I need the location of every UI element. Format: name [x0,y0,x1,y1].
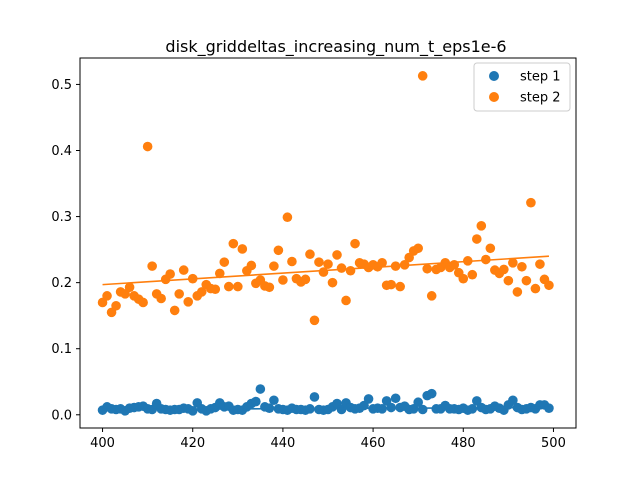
point-series-2-95 [526,197,536,208]
point-series-2-82 [467,269,478,280]
axes-layer: 400 420 440 460 480 500 0.0 0.1 0.2 0.3 0.4 0.5 [51,57,577,451]
point-series-2-51 [327,277,338,288]
point-series-2-54 [341,295,351,306]
series-2 [97,71,554,326]
point-series-2-45 [300,274,311,285]
point-series-2-46 [305,249,315,260]
point-series-2-37 [264,282,275,293]
point-series-2-71 [417,71,428,81]
point-series-2-25 [210,284,221,295]
y-tick-label-1: 0.1 [51,342,72,357]
point-series-2-41 [282,212,293,223]
point-series-2-18 [178,265,189,275]
point-series-2-70 [413,243,423,254]
y-tick-label-4: 0.4 [51,144,72,159]
y-tick-label-2: 0.2 [51,276,72,291]
point-series-1-47 [309,392,320,402]
point-series-2-92 [512,287,523,297]
point-series-2-40 [278,275,288,285]
point-series-2-42 [287,256,297,267]
point-series-2-84 [476,221,487,231]
point-series-2-9 [138,297,148,308]
legend-label-step-1: step 1 [520,70,561,85]
point-series-2-62 [377,258,387,268]
point-series-1-35 [255,384,266,394]
point-series-2-39 [273,245,284,256]
series-layer [97,71,554,416]
point-series-2-93 [517,261,527,272]
point-series-2-53 [336,263,347,273]
legend-label-step-2: step 2 [520,91,561,106]
point-series-2-16 [169,305,180,316]
point-series-2-50 [323,259,333,269]
x-tick-label-3: 460 [361,436,386,451]
point-series-2-3 [111,300,121,311]
point-series-2-80 [458,273,469,284]
point-series-2-11 [147,261,157,271]
point-series-1-70 [413,397,423,408]
point-series-2-52 [332,250,342,260]
point-series-2-6 [124,282,135,293]
point-series-1-99 [544,403,554,413]
point-series-2-94 [521,275,532,286]
legend-marker-step-1 [489,71,499,81]
point-series-2-72 [422,263,433,274]
point-series-2-28 [224,281,234,292]
x-tick-label-0: 400 [90,436,115,451]
point-series-2-99 [544,280,554,291]
point-series-1-59 [363,394,374,404]
point-series-2-73 [426,291,437,301]
legend-marker-step-2 [489,92,499,102]
point-series-2-13 [156,293,166,304]
trend-line-series-1 [102,406,549,411]
point-series-2-30 [233,281,243,292]
point-series-2-22 [196,287,207,297]
point-series-2-15 [165,269,175,279]
point-series-2-96 [530,283,541,294]
x-tick-label-2: 440 [270,436,295,451]
point-series-1-71 [417,404,428,415]
legend: step 1 step 2 [473,62,571,112]
x-tick-label-4: 480 [451,436,476,451]
point-series-2-38 [269,261,279,271]
x-tick-label-1: 420 [180,436,205,451]
point-series-1-82 [467,404,478,414]
point-series-1-65 [390,393,401,404]
trend-line-series-2 [102,255,549,286]
point-series-2-97 [535,259,545,269]
y-tick-label-3: 0.3 [51,210,72,225]
point-series-2-64 [386,279,396,290]
y-tick-label-5: 0.5 [51,78,72,93]
point-series-2-66 [395,281,405,292]
point-series-2-90 [503,275,514,286]
point-series-2-55 [345,265,356,276]
point-series-2-1 [102,291,112,301]
point-series-2-17 [174,289,184,299]
point-series-1-91 [508,395,518,406]
point-series-2-48 [314,257,324,267]
point-series-2-26 [214,268,225,279]
point-series-1-34 [251,396,261,407]
plot-area [80,58,576,428]
y-tick-label-0: 0.0 [51,408,72,423]
point-series-2-56 [350,238,360,249]
point-series-2-33 [246,260,257,271]
series-1 [97,384,554,416]
point-series-2-47 [309,315,320,326]
point-series-2-91 [508,258,518,268]
x-tick-label-5: 500 [541,436,566,451]
point-series-2-83 [472,234,482,244]
point-series-1-38 [269,395,279,406]
chart-title: disk_griddeltas_increasing_num_t_eps1e-6 [165,37,506,57]
point-series-2-89 [499,264,509,275]
point-series-2-29 [228,238,239,249]
point-series-1-73 [426,388,437,399]
point-series-2-27 [219,257,230,267]
point-series-2-19 [183,297,194,307]
point-series-2-86 [485,243,496,254]
point-series-2-10 [142,141,153,152]
axes-frame [79,57,577,429]
point-series-2-31 [237,244,248,254]
